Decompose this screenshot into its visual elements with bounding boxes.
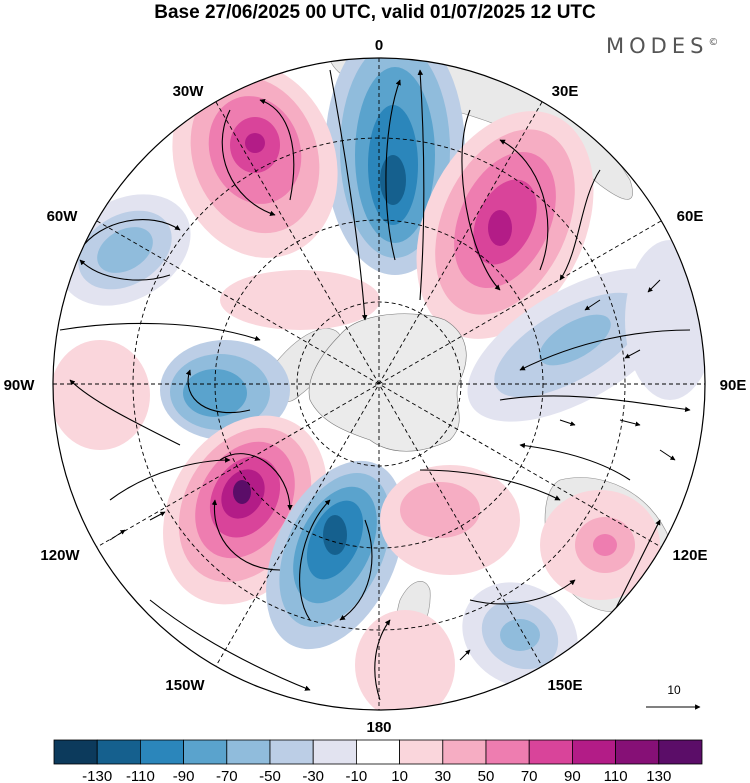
brand-logo: MODES© — [606, 34, 718, 58]
colorbar-swatch — [96, 739, 141, 765]
map-boundary — [52, 57, 706, 711]
colorbar-swatch — [226, 739, 271, 765]
antarctica-land — [308, 313, 467, 452]
lon-label-60w: 60W — [47, 208, 79, 225]
lon-label-0: 0 — [375, 37, 383, 54]
lon-label-150e: 150E — [547, 677, 582, 694]
colorbar-tick-label: -130 — [82, 768, 112, 783]
lon-label-90e: 90E — [720, 377, 747, 394]
colorbar-tick-label: 70 — [521, 768, 538, 783]
lon-label-120w: 120W — [40, 547, 80, 564]
colorbar-swatch — [442, 739, 487, 765]
anomaly-pos-90w — [53, 340, 150, 450]
colorbar-tick-label: -90 — [173, 768, 195, 783]
colorbar-tick-label: 30 — [434, 768, 451, 783]
colorbar-swatch — [572, 739, 617, 765]
lon-label-180: 180 — [366, 719, 391, 736]
colorbar: -130 -110 -90 -70 -50 -30 -10 10 30 50 70 90 110 130 — [53, 739, 703, 783]
colorbar-swatch — [399, 739, 444, 765]
lon-label-30w: 30W — [173, 83, 205, 100]
colorbar-swatch — [528, 739, 573, 765]
colorbar-tick-label: -30 — [302, 768, 324, 783]
colorbar-tick-label: 110 — [604, 768, 628, 783]
colorbar-tick-label: -110 — [126, 768, 155, 783]
lon-label-90w: 90W — [4, 377, 36, 394]
lon-label-30e: 30E — [552, 83, 579, 100]
colorbar-tick-label: -50 — [259, 768, 281, 783]
graticule — [53, 58, 705, 710]
longitude-labels: 0 30E 60E 90E 120E 150E 180 150W 120W 90… — [4, 37, 747, 736]
lon-label-60e: 60E — [677, 208, 704, 225]
colorbar-swatch — [485, 739, 530, 765]
colorbar-tick-label: 130 — [646, 768, 671, 783]
colorbar-swatch — [615, 739, 660, 765]
brand-mark: © — [708, 37, 719, 48]
anomaly-field — [53, 58, 705, 710]
colorbar-swatch — [53, 739, 98, 765]
reference-vector: 10 — [646, 683, 701, 710]
colorbar-swatch — [269, 739, 314, 765]
brand-name: MODES — [606, 34, 709, 58]
lon-label-120e: 120E — [672, 547, 707, 564]
lon-label-150w: 150W — [165, 677, 205, 694]
colorbar-tick-label: 50 — [478, 768, 495, 783]
anomaly-pos-180 — [355, 610, 455, 710]
colorbar-swatch — [312, 739, 357, 765]
colorbar-swatch — [658, 739, 703, 765]
colorbar-tick-label: 90 — [564, 768, 581, 783]
colorbar-swatch — [139, 739, 184, 765]
colorbar-tick-label: -70 — [216, 768, 238, 783]
colorbar-swatch — [183, 739, 228, 765]
wind-vectors — [109, 279, 676, 691]
chart-title: Base 27/06/2025 00 UTC, valid 01/07/2025… — [154, 2, 596, 23]
colorbar-tick-label: 10 — [391, 768, 408, 783]
reference-vector-label: 10 — [667, 683, 681, 697]
colorbar-swatch — [355, 739, 400, 765]
colorbar-tick-label: -10 — [346, 768, 368, 783]
